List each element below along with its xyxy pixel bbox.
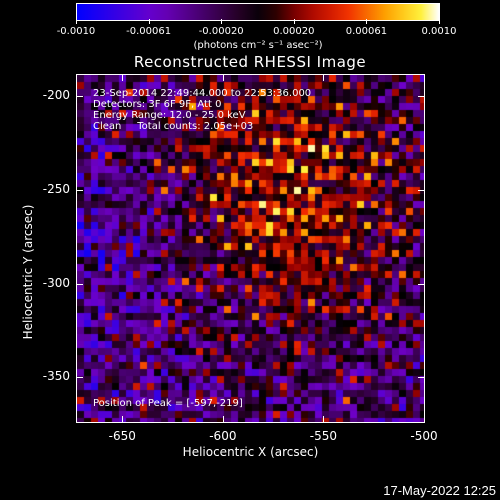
y-axis-tick	[77, 190, 83, 191]
x-axis-tick-label: -600	[209, 429, 237, 443]
y-axis-tick-right	[418, 96, 424, 98]
colorbar-tick	[148, 19, 150, 24]
colorbar	[76, 3, 440, 21]
colorbar-tick-label: 0.00061	[345, 26, 388, 37]
timestamp: 17-May-2022 12:25	[383, 483, 496, 498]
y-axis-tick-right	[418, 283, 424, 285]
x-axis-tick	[122, 416, 124, 422]
y-axis-label: Heliocentric Y (arcsec)	[21, 204, 35, 340]
clean-counts-text: Clean Total counts: 2.05e+03	[93, 121, 254, 132]
colorbar-tick	[76, 19, 77, 24]
energy-range-text: Energy Range: 12.0 - 25.0 keV	[93, 110, 246, 121]
colorbar-tick-label: -0.0010	[56, 26, 96, 37]
colorbar-tick	[439, 19, 440, 24]
colorbar-tick-label: 0.00020	[273, 26, 315, 37]
image-plot: 23-Sep-2014 22:49:44.000 to 22:53:36.000…	[76, 74, 425, 423]
y-axis-tick-label: -350	[42, 369, 70, 384]
x-axis-tick	[424, 416, 425, 422]
x-axis-tick	[222, 416, 224, 422]
colorbar-tick-label: -0.00020	[198, 26, 244, 37]
colorbar-tick-label: -0.00061	[126, 26, 172, 37]
y-axis-tick-label: -250	[42, 182, 70, 196]
y-axis-tick	[77, 283, 83, 285]
x-axis-label: Heliocentric X (arcsec)	[182, 445, 319, 459]
colorbar-tick	[366, 19, 368, 24]
y-axis-tick-label: -300	[42, 275, 70, 290]
detectors-text: Detectors: 3F 6F 9F, Att 0	[93, 99, 222, 110]
colorbar-tick	[221, 19, 223, 24]
colorbar-units: (photons cm⁻² s⁻¹ asec⁻²)	[193, 40, 323, 51]
y-axis-tick	[77, 96, 83, 98]
y-axis-tick-label: -200	[42, 88, 70, 103]
peak-position-text: Position of Peak = [-597,-219]	[93, 398, 243, 409]
colorbar-tick	[293, 19, 295, 24]
y-axis-tick-right	[418, 377, 424, 379]
x-axis-tick-top	[323, 75, 325, 81]
x-axis-tick-label: -500	[410, 429, 438, 443]
colorbar-tick-label: 0.0010	[421, 26, 457, 37]
x-axis-tick-top	[424, 75, 425, 81]
x-axis-tick-top	[222, 75, 224, 81]
x-axis-tick-label: -650	[108, 429, 136, 443]
time-range-text: 23-Sep-2014 22:49:44.000 to 22:53:36.000	[93, 88, 312, 99]
plot-title: Reconstructed RHESSI Image	[133, 53, 367, 71]
y-axis-tick-right	[418, 190, 424, 191]
x-axis-tick	[323, 416, 325, 422]
rhessi-image-map	[77, 75, 424, 422]
x-axis-tick-label: -550	[309, 429, 338, 443]
x-axis-tick-top	[122, 75, 124, 81]
y-axis-tick	[77, 377, 83, 379]
